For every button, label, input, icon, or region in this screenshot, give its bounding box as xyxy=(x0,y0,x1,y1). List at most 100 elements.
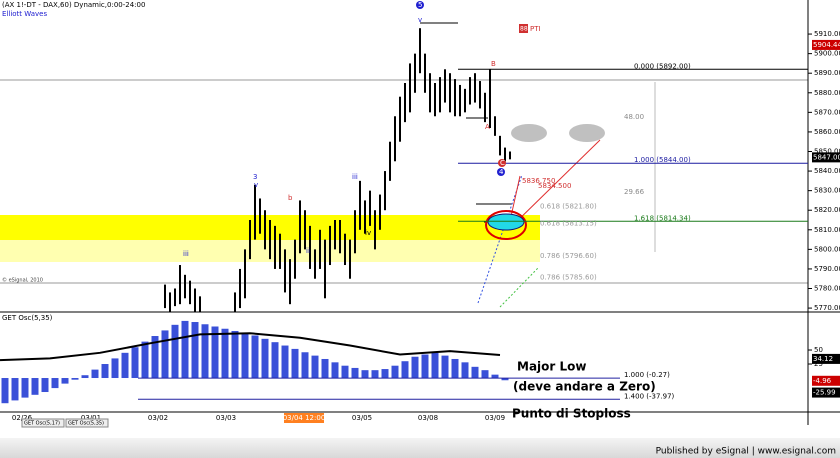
annotation: 5836.750 xyxy=(522,177,555,185)
wave-marker xyxy=(416,1,424,9)
target-circle xyxy=(485,210,527,240)
fib-label: 0.786 (5785.60) xyxy=(540,274,597,282)
osc-bar xyxy=(361,370,369,379)
annotation: © eSignal, 2010 xyxy=(2,277,43,284)
osc-bar xyxy=(331,362,339,379)
projection-line xyxy=(507,139,601,231)
wave-marker xyxy=(497,168,505,176)
y-tick-label: 5800.00 xyxy=(814,245,840,253)
osc-bar xyxy=(121,352,129,379)
annotation: iii xyxy=(352,173,358,181)
y-tick-label: 5870.00 xyxy=(814,108,840,116)
fib-label: 1.000 (-0.27) xyxy=(624,371,670,379)
osc-bar xyxy=(91,369,99,379)
y-tick-label: 5820.00 xyxy=(814,206,840,214)
osc-bar xyxy=(461,362,469,379)
osc-bar xyxy=(221,328,229,379)
price-marker xyxy=(812,353,840,364)
y-tick-label: 5880.00 xyxy=(814,89,840,97)
osc-bar xyxy=(141,341,149,379)
osc-bar xyxy=(31,378,39,395)
footer-bar xyxy=(0,438,840,458)
target-ellipse xyxy=(511,124,547,142)
y-tick-label: 5900.00 xyxy=(814,50,840,58)
osc-bar xyxy=(1,378,9,404)
x-tick-label: 03/08 xyxy=(418,414,438,422)
tab-label[interactable]: GET Osc(5,17) xyxy=(24,421,60,427)
badge-number: 88 xyxy=(520,26,528,33)
price-marker-label: 5904.44 xyxy=(813,41,840,49)
osc-bar xyxy=(161,330,169,379)
osc-bar xyxy=(271,342,279,379)
osc-bar xyxy=(51,378,59,389)
annotation: 3 xyxy=(253,173,257,181)
tab-label[interactable]: GET Osc(5,35) xyxy=(68,421,104,427)
annotation: ii xyxy=(306,247,310,255)
osc-bar xyxy=(411,356,419,379)
osc-bar xyxy=(351,367,359,379)
fib-label: 1.000 (5844.00) xyxy=(634,156,691,164)
osc-bar xyxy=(131,347,139,379)
osc-bar xyxy=(21,378,29,398)
annotation: B xyxy=(491,60,496,68)
y-tick-label: 5810.00 xyxy=(814,226,840,234)
osc-bar xyxy=(171,324,179,379)
annotation: b xyxy=(288,194,293,202)
y-tick-label: 5790.00 xyxy=(814,265,840,273)
cursor-box xyxy=(284,413,324,423)
fib-label: 0.618 (5821.80) xyxy=(540,203,597,211)
annotation: 48.00 xyxy=(624,113,644,121)
osc-bar xyxy=(391,365,399,379)
osc-bar xyxy=(261,338,269,379)
x-tick-label: 03/02 xyxy=(148,414,168,422)
price-marker-label: -4.96 xyxy=(813,377,832,385)
x-tick-label: 03/05 xyxy=(352,414,372,422)
plot-area xyxy=(0,320,620,404)
trend-line xyxy=(499,267,539,308)
price-marker xyxy=(812,387,840,398)
annotation: C xyxy=(500,159,505,167)
annotation: (deve andare a Zero) xyxy=(513,380,656,394)
osc-bar xyxy=(61,378,69,384)
osc-bar xyxy=(421,354,429,379)
osc-bar xyxy=(321,358,329,379)
y-tick-label: 5890.00 xyxy=(814,69,840,77)
osc-bar xyxy=(251,335,259,379)
x-tick-label: 03/09 xyxy=(485,414,505,422)
osc-bar xyxy=(201,324,209,379)
y-tick-label: 5770.00 xyxy=(814,304,840,312)
price-marker xyxy=(812,152,840,163)
y-tick-label: 5850.00 xyxy=(814,147,840,155)
osc-bar xyxy=(231,330,239,379)
osc-bar xyxy=(191,322,199,379)
osc-bar xyxy=(81,375,89,379)
osc-bar xyxy=(401,361,409,379)
tab[interactable] xyxy=(65,418,109,428)
annotation: iv xyxy=(365,229,371,237)
fib-label: 0.786 (5796.60) xyxy=(540,252,597,260)
annotation: iii xyxy=(183,250,189,258)
tab[interactable] xyxy=(21,418,65,428)
y-tick-label: 5910.00 xyxy=(814,30,840,38)
footer-text: Published by eSignal | www.esignal.com xyxy=(656,447,836,457)
osc-bar xyxy=(281,345,289,379)
osc-bar xyxy=(501,378,509,381)
fib-label: 1.400 (-37.97) xyxy=(624,392,675,400)
price-marker xyxy=(812,39,840,50)
osc-bar xyxy=(291,348,299,379)
price-marker-label: 5847.00 xyxy=(813,153,840,161)
annotation: 5834.500 xyxy=(538,182,571,190)
y-tick-label: 25 xyxy=(814,360,823,368)
badge-text: PTI xyxy=(530,25,541,33)
annotation: A xyxy=(485,123,490,131)
osc-bar xyxy=(101,364,109,379)
annotation: 4 xyxy=(499,168,504,176)
osc-bar xyxy=(371,370,379,379)
osc-bar xyxy=(241,333,249,379)
study-name: Elliott Waves xyxy=(2,10,47,18)
osc-bar xyxy=(481,370,489,379)
y-tick-label: 5780.00 xyxy=(814,285,840,293)
x-tick-label: 03/01 xyxy=(81,414,101,422)
fib-label: 0.618 (5813.15) xyxy=(540,220,597,228)
